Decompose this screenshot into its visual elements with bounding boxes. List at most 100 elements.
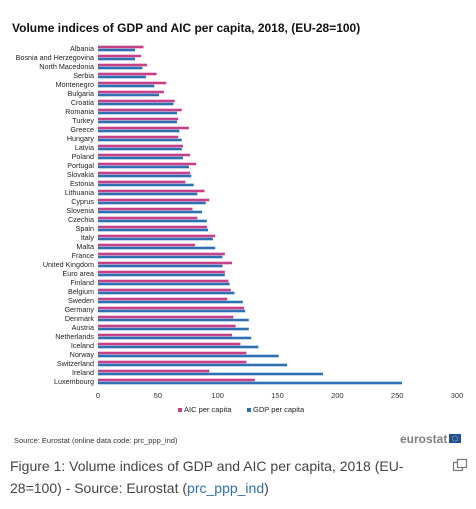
bar-gdp [98, 228, 209, 232]
eurostat-wordmark: eurostat [400, 432, 447, 446]
bar-aic [98, 72, 157, 76]
bar-aic [98, 360, 247, 364]
bar-gdp [98, 66, 143, 70]
caption-text: Figure 1: Volume indices of GDP and AIC … [10, 458, 404, 496]
bar-aic [98, 171, 191, 175]
category-label: Slovenia [66, 206, 94, 215]
category-label: Romania [65, 107, 94, 116]
bar-gdp [98, 75, 146, 79]
bar-gdp [98, 201, 206, 205]
bar-gdp [98, 147, 182, 151]
category-label: Cyprus [71, 197, 94, 206]
x-tick-label: 100 [211, 391, 224, 400]
bar-gdp [98, 354, 279, 358]
category-label: Turkey [72, 116, 94, 125]
bar-aic [98, 99, 175, 103]
bar-aic [98, 81, 167, 85]
bar-gdp [98, 192, 198, 196]
category-label: Greece [70, 125, 94, 134]
expand-icon[interactable] [452, 458, 468, 474]
bar-aic [98, 216, 198, 220]
bar-aic [98, 243, 195, 247]
dataset-link[interactable]: prc_ppp_ind [187, 480, 265, 496]
category-label: Switzerland [57, 359, 94, 368]
category-label: Ireland [72, 368, 94, 377]
bar-gdp [98, 372, 323, 376]
bar-gdp [98, 102, 174, 106]
bar-gdp [98, 255, 223, 259]
bar-aic [98, 378, 255, 382]
category-label: Lithuania [65, 188, 94, 197]
x-tick-label: 50 [154, 391, 162, 400]
bar-aic [98, 234, 216, 238]
bar-aic [98, 153, 191, 157]
bar-gdp [98, 273, 225, 277]
legend-label: AIC per capita [184, 405, 232, 414]
bar-aic [98, 63, 148, 67]
bar-gdp [98, 336, 252, 340]
category-label: Portugal [67, 161, 94, 170]
category-label: Malta [76, 242, 94, 251]
bar-gdp [98, 237, 213, 241]
bar-gdp [98, 156, 183, 160]
bar-aic [98, 261, 233, 265]
bar-aic [98, 117, 179, 121]
category-label: Germany [64, 305, 94, 314]
category-label: Estonia [70, 179, 94, 188]
category-label: Croatia [71, 98, 94, 107]
category-label: United Kingdom [43, 260, 94, 269]
category-label: France [72, 251, 94, 260]
bar-gdp [98, 282, 230, 286]
source-note: Source: Eurostat (online data code: prc_… [14, 436, 178, 445]
bar-gdp [98, 345, 259, 349]
category-label: Bosnia and Herzegovina [16, 53, 94, 62]
bar-aic [98, 180, 186, 184]
bar-gdp [98, 381, 402, 385]
category-label: Slovakia [67, 170, 94, 179]
bar-aic [98, 225, 207, 229]
bar-aic [98, 315, 234, 319]
category-label: Hungary [67, 134, 95, 143]
legend-label: GDP per capita [253, 405, 305, 414]
legend-swatch [178, 408, 182, 412]
category-label: Italy [81, 233, 95, 242]
bar-gdp [98, 174, 192, 178]
eu-flag-icon [449, 434, 461, 443]
x-tick-label: 150 [271, 391, 284, 400]
category-label: Czechia [68, 215, 94, 224]
caption-suffix: ) [264, 480, 269, 496]
bar-gdp [98, 138, 182, 142]
bar-aic [98, 297, 228, 301]
bar-gdp [98, 309, 246, 313]
bar-aic [98, 252, 225, 256]
bar-aic [98, 126, 189, 130]
category-label: Bulgaria [68, 89, 94, 98]
bar-gdp [98, 93, 160, 97]
bar-gdp [98, 165, 189, 169]
bar-gdp [98, 318, 249, 322]
x-tick-label: 0 [96, 391, 100, 400]
bar-aic [98, 54, 142, 58]
category-label: Latvia [75, 143, 94, 152]
bar-chart: Volume indices of GDP and AIC per capita… [12, 21, 463, 446]
category-label: Finland [70, 278, 94, 287]
x-tick-label: 250 [391, 391, 404, 400]
bar-aic [98, 279, 229, 283]
bar-gdp [98, 48, 136, 52]
category-label: Euro area [62, 269, 94, 278]
category-label: Albania [70, 44, 94, 53]
bar-gdp [98, 120, 177, 124]
bar-aic [98, 135, 179, 139]
bar-gdp [98, 183, 194, 187]
bar-gdp [98, 219, 207, 223]
category-label: Montenegro [56, 80, 94, 89]
category-label: North Macedonia [39, 62, 94, 71]
bar-aic [98, 144, 183, 148]
chart-figure: Volume indices of GDP and AIC per capita… [12, 21, 463, 446]
bar-aic [98, 288, 231, 292]
bar-aic [98, 189, 205, 193]
bar-gdp [98, 363, 288, 367]
bar-aic [98, 369, 210, 373]
bar-aic [98, 351, 247, 355]
category-label: Denmark [65, 314, 95, 323]
